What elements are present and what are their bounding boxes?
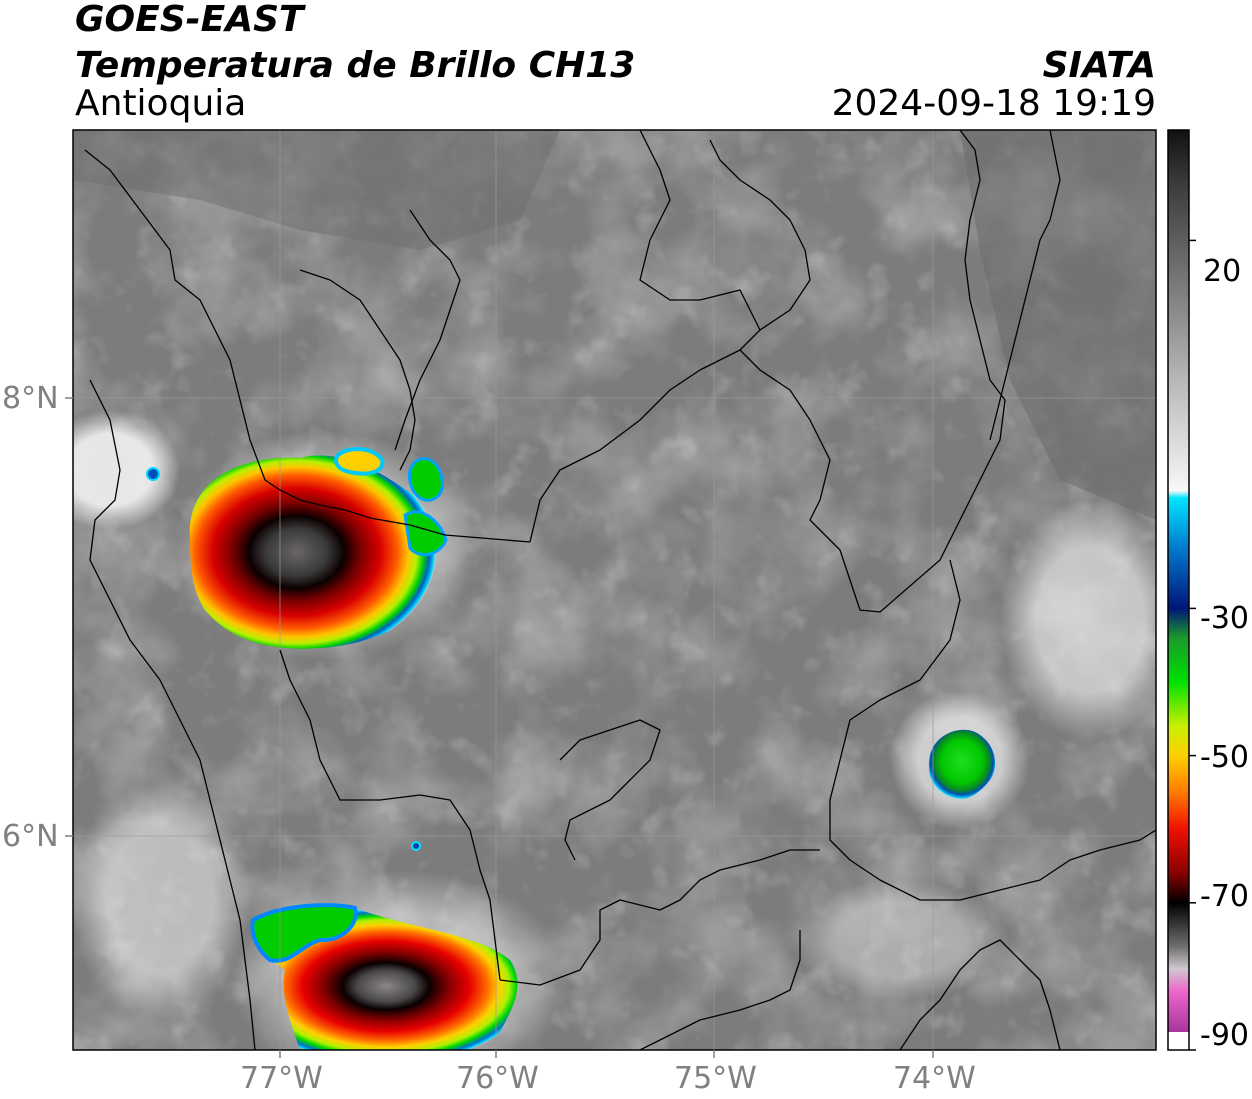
lon-tick-label: 75°W xyxy=(674,1061,757,1096)
colorbar-tick-label: 20 xyxy=(1203,254,1242,289)
coastline-pacific xyxy=(89,379,256,1050)
product-title: Temperatura de Brillo CH13 xyxy=(75,45,636,86)
boundary-south xyxy=(639,930,801,1050)
isolated-cell xyxy=(411,841,421,851)
storm-b-satellite-cell xyxy=(250,903,358,963)
graticule xyxy=(73,130,1156,1050)
colorbar-tick-label: -30 xyxy=(1200,601,1249,636)
boundary-bolivar xyxy=(739,130,1006,613)
storm-a-satellite-cell-3 xyxy=(403,510,448,557)
map-frame xyxy=(72,129,1157,1051)
colorbar-fill xyxy=(1168,130,1189,1050)
lon-tick-label: 77°W xyxy=(240,1061,323,1096)
satellite-title: GOES-EAST xyxy=(75,0,304,40)
colorbar xyxy=(1167,129,1196,1051)
colorbar-frame xyxy=(1167,129,1190,1051)
boundary-caldas xyxy=(499,849,820,986)
boundary-choco-antioquia xyxy=(279,649,501,981)
axis-ticks xyxy=(65,397,934,1058)
boundary-boyaca xyxy=(899,939,1061,1050)
storm-a-satellite-cell-2 xyxy=(408,457,444,502)
colorbar-tick-label: -90 xyxy=(1200,1018,1249,1053)
warm-region-north xyxy=(73,130,560,250)
lat-tick-label: 6°N xyxy=(2,819,59,854)
boundaries xyxy=(84,130,1156,1050)
storm-c-core xyxy=(928,729,995,800)
lat-tick-label: 8°N xyxy=(2,381,59,416)
warm-region-east xyxy=(960,130,1156,520)
colorbar-tick-label: -50 xyxy=(1200,740,1249,775)
datetime-label: 2024-09-18 19:19 xyxy=(831,83,1156,124)
boundary-medellin xyxy=(559,719,661,861)
cold-cloud-west xyxy=(73,410,180,530)
boundary-cesar xyxy=(989,130,1061,441)
agency-label: SIATA xyxy=(1042,45,1156,86)
colorbar-ticks xyxy=(1189,239,1196,1051)
cold-cloud-southeast xyxy=(790,880,1010,1000)
cold-cloud-southwest xyxy=(73,780,250,1020)
coastline-uraba xyxy=(84,149,531,543)
map-area xyxy=(73,130,1156,1050)
storm-b-core xyxy=(255,908,518,1050)
lon-tick-label: 76°W xyxy=(456,1061,539,1096)
lon-tick-label: 74°W xyxy=(893,1061,976,1096)
cold-cloud-east xyxy=(1000,500,1156,740)
colorbar-tick-label: -70 xyxy=(1200,879,1249,914)
storm-a-core xyxy=(189,455,444,649)
isolated-cell xyxy=(146,467,160,481)
storm-a-satellite-cell xyxy=(334,447,385,476)
boundary-santander xyxy=(829,559,1156,901)
colorbar-under-extension xyxy=(1168,1032,1189,1050)
region-label: Antioquia xyxy=(75,83,247,124)
boundary-sucre xyxy=(639,130,761,331)
boundary-cordoba xyxy=(394,209,461,451)
boundary-gulf xyxy=(299,269,416,471)
